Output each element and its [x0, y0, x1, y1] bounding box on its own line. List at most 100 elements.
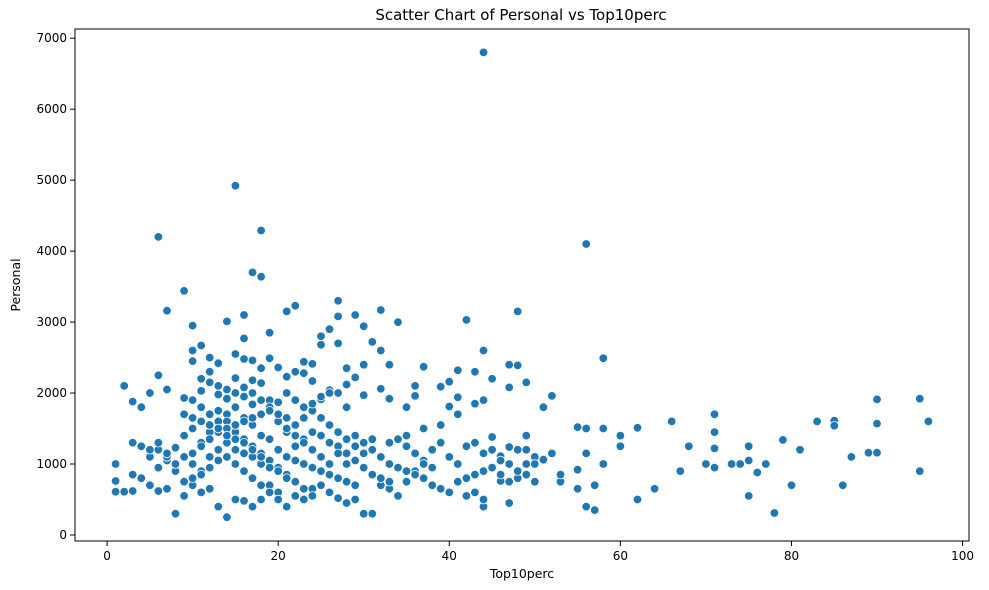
data-point — [239, 416, 249, 427]
data-point — [307, 359, 318, 369]
data-point — [709, 462, 720, 473]
data-point — [453, 365, 463, 376]
data-point — [256, 363, 266, 373]
data-point — [350, 455, 360, 466]
data-point — [239, 354, 249, 364]
data-point — [581, 501, 591, 512]
x-tick-label: 20 — [271, 549, 286, 563]
data-point — [256, 395, 266, 405]
data-point — [179, 491, 189, 501]
data-point — [299, 402, 309, 412]
data-point — [187, 448, 198, 459]
y-tick-label: 0 — [59, 528, 67, 542]
data-point — [307, 399, 318, 409]
data-point — [359, 321, 369, 332]
data-point — [649, 484, 660, 494]
data-point — [812, 416, 822, 427]
data-point — [495, 455, 506, 466]
data-point — [187, 345, 198, 356]
data-point — [427, 480, 437, 491]
data-point — [299, 368, 309, 378]
data-point — [701, 459, 711, 469]
data-point — [110, 487, 121, 497]
plot-frame — [74, 28, 970, 542]
data-point — [290, 367, 301, 377]
data-point — [547, 391, 557, 401]
data-point — [290, 420, 301, 430]
data-point — [786, 480, 797, 491]
data-point — [393, 462, 403, 473]
data-point — [222, 512, 232, 522]
data-point — [204, 420, 215, 430]
data-point — [470, 469, 480, 480]
y-axis-label: Personal — [8, 258, 23, 311]
data-point — [453, 392, 463, 403]
data-point — [153, 486, 164, 496]
data-point — [230, 402, 241, 412]
y-tick-label: 7000 — [36, 31, 67, 45]
data-point — [204, 434, 215, 444]
data-point — [179, 477, 189, 487]
data-point — [384, 394, 395, 404]
data-point — [359, 390, 369, 400]
data-point — [290, 301, 301, 311]
data-point — [282, 501, 292, 512]
data-point — [239, 466, 249, 476]
data-point — [615, 441, 626, 452]
data-point — [273, 494, 283, 505]
data-point — [504, 360, 514, 370]
data-point — [393, 434, 403, 444]
data-point — [316, 340, 326, 350]
data-point — [581, 448, 591, 459]
data-point — [778, 435, 788, 445]
data-point — [187, 395, 198, 405]
data-point — [427, 462, 437, 473]
data-point — [145, 388, 155, 398]
data-point — [162, 448, 172, 459]
data-point — [470, 399, 480, 409]
data-point — [299, 459, 309, 469]
data-point — [333, 296, 343, 306]
data-point — [230, 420, 241, 430]
data-point — [299, 357, 309, 367]
data-point — [915, 466, 925, 476]
x-tick-label: 40 — [442, 549, 457, 563]
data-point — [367, 337, 378, 347]
data-point — [204, 367, 215, 377]
data-point — [187, 473, 198, 483]
data-point — [350, 480, 360, 491]
data-point — [538, 402, 549, 412]
data-point — [230, 459, 241, 469]
data-point — [487, 374, 497, 384]
data-point — [247, 399, 258, 410]
data-point — [598, 423, 609, 434]
data-point — [675, 466, 686, 476]
data-point — [324, 324, 335, 334]
data-point — [230, 445, 241, 455]
data-point — [153, 462, 164, 473]
data-point — [350, 441, 360, 452]
data-point — [187, 413, 198, 423]
data-point — [504, 477, 514, 487]
data-point — [333, 311, 343, 322]
data-point — [504, 498, 514, 508]
data-point — [418, 423, 429, 434]
data-point — [179, 409, 189, 420]
data-point — [273, 397, 283, 408]
data-point — [547, 448, 557, 459]
data-point — [350, 372, 360, 383]
data-point — [401, 466, 412, 476]
data-point — [513, 445, 523, 455]
data-point — [264, 353, 275, 364]
data-point — [470, 487, 480, 498]
data-point — [410, 469, 420, 480]
data-point — [290, 430, 301, 441]
data-point — [179, 393, 189, 403]
data-point — [204, 452, 215, 462]
data-point — [179, 286, 189, 296]
data-point — [384, 360, 395, 370]
data-point — [376, 305, 386, 315]
data-point — [744, 441, 754, 452]
y-tick-label: 6000 — [36, 102, 67, 116]
data-point — [273, 466, 283, 476]
